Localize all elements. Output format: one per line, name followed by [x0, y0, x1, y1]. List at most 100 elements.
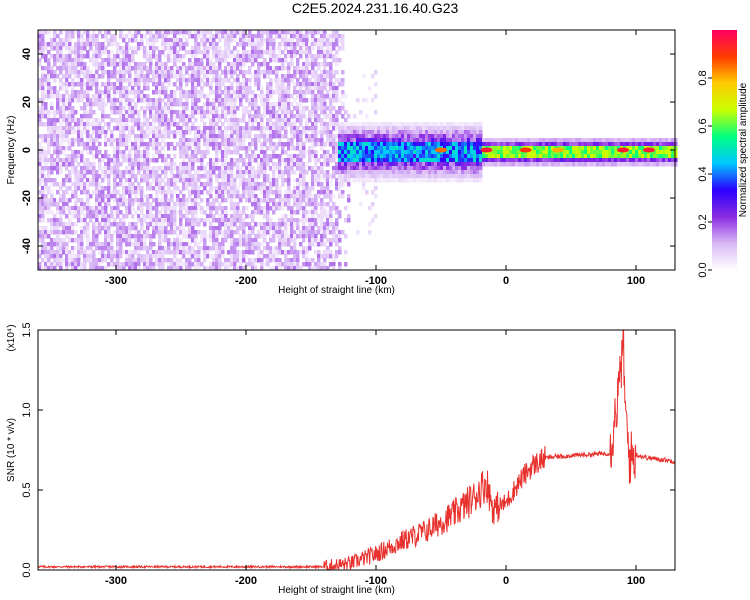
spectrogram-cell: [197, 74, 201, 79]
spectrogram-cell: [155, 78, 159, 83]
spectrogram-cell: [299, 30, 303, 35]
spectrogram-cell: [158, 202, 162, 207]
spectrogram-cell: [335, 42, 339, 47]
spectrogram-cell: [161, 82, 165, 87]
spectrogram-cell: [329, 230, 333, 235]
spectrogram-cell: [53, 46, 57, 51]
spectrogram-cell: [245, 234, 249, 239]
spectrogram-cell: [191, 154, 195, 159]
spectrogram-cell: [296, 78, 300, 83]
spectrogram-cell: [419, 138, 423, 143]
spectrogram-cell: [389, 134, 393, 139]
spectrogram-cell: [149, 102, 153, 107]
spectrogram-cell: [146, 150, 150, 155]
spectrogram-cell: [140, 254, 144, 259]
spectrogram-cell: [140, 218, 144, 223]
spectrogram-cell: [260, 250, 264, 255]
spectrogram-cell: [263, 262, 267, 267]
spectrogram-cell: [86, 34, 90, 39]
spectrogram-cell: [77, 82, 81, 87]
spectrogram-cell: [338, 174, 342, 179]
spectrogram-cell: [218, 78, 222, 83]
spectrogram-cell: [56, 238, 60, 243]
spectrogram-cell: [161, 178, 165, 183]
spectrogram-cell: [215, 74, 219, 79]
spectrogram-cell: [206, 214, 210, 219]
spectrogram-cell: [173, 82, 177, 87]
spectrogram-cell: [398, 178, 402, 183]
spectrogram-cell: [38, 134, 42, 139]
spectrogram-cell: [164, 182, 168, 187]
spectrogram-cell: [305, 70, 309, 75]
spectrogram-cell: [227, 134, 231, 139]
spectrogram-cell: [146, 178, 150, 183]
spectrogram-cell: [266, 102, 270, 107]
spectrogram-cell: [215, 186, 219, 191]
spectrogram-cell: [257, 174, 261, 179]
spectrogram-cell: [197, 250, 201, 255]
spectrogram-cell: [284, 78, 288, 83]
spectrogram-cell: [62, 150, 66, 155]
spectrogram-cell: [305, 214, 309, 219]
spectrogram-cell: [242, 118, 246, 123]
spectrogram-cell: [92, 182, 96, 187]
spectrogram-cell: [182, 246, 186, 251]
spectrogram-cell: [320, 174, 324, 179]
spectrogram-cell: [281, 74, 285, 79]
spectrogram-cell: [125, 262, 129, 267]
spectrogram-cell: [299, 110, 303, 115]
spectrogram-cell: [227, 138, 231, 143]
spectrogram-cell: [125, 86, 129, 91]
spectrogram-cell: [272, 210, 276, 215]
spectrogram-cell: [293, 218, 297, 223]
spectrogram-cell: [281, 78, 285, 83]
spectrogram-cell: [212, 126, 216, 131]
spectrogram-cell: [107, 166, 111, 171]
spectrogram-cell: [236, 146, 240, 151]
spectrogram-cell: [191, 214, 195, 219]
spectrogram-cell: [323, 94, 327, 99]
spectrogram-cell: [341, 106, 345, 111]
spectrogram-cell: [341, 38, 345, 43]
spectrogram-cell: [191, 50, 195, 55]
spectrogram-cell: [71, 190, 75, 195]
spectrogram-cell: [149, 158, 153, 163]
spectrogram-cell: [314, 238, 318, 243]
spectrogram-cell: [254, 158, 258, 163]
spectrogram-cell: [155, 86, 159, 91]
spectrogram-cell: [50, 70, 54, 75]
spectrogram-cell: [122, 86, 126, 91]
spectrogram-cell: [296, 222, 300, 227]
spectrogram-cell: [98, 258, 102, 263]
spectrogram-cell: [194, 86, 198, 91]
spectrogram-cell: [227, 198, 231, 203]
spectrogram-cell: [155, 174, 159, 179]
spectrogram-cell: [320, 102, 324, 107]
spectrogram-cell: [71, 82, 75, 87]
spectrogram-cell: [65, 250, 69, 255]
spectrogram-cell: [245, 250, 249, 255]
spectrogram-cell: [332, 94, 336, 99]
spectrogram-cell: [329, 130, 333, 135]
spectrogram-cell: [248, 238, 252, 243]
spectrogram-cell: [107, 114, 111, 119]
spectrogram-cell: [122, 150, 126, 155]
spectrogram-cell: [140, 134, 144, 139]
spectrogram-cell: [176, 166, 180, 171]
spectrogram-cell: [233, 242, 237, 247]
spectrogram-cell: [224, 178, 228, 183]
spectrogram-cell: [311, 110, 315, 115]
spectrogram-cell: [239, 66, 243, 71]
spectrogram-cell: [143, 66, 147, 71]
spectrogram-cell: [344, 118, 348, 123]
spectrogram-cell: [275, 246, 279, 251]
spectrogram-cell: [182, 226, 186, 231]
spectrogram-cell: [65, 254, 69, 259]
spectrogram-cell: [209, 206, 213, 211]
spectrogram-cell: [323, 226, 327, 231]
spectrogram-cell: [290, 194, 294, 199]
spectrogram-cell: [134, 134, 138, 139]
spectrogram-cell: [323, 162, 327, 167]
spectrogram-cell: [173, 130, 177, 135]
